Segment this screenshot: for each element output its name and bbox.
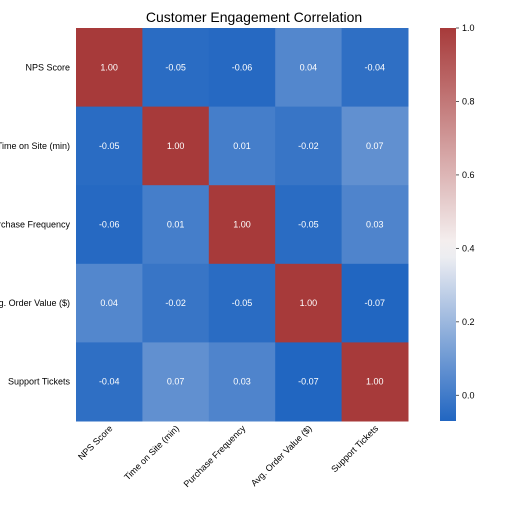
x-tick-label: Support Tickets xyxy=(329,423,380,474)
y-axis-tick-labels: NPS Score Time on Site (min) Purchase Freq… xyxy=(0,62,70,386)
heatmap-cell-labels: 1.00 -0.05 -0.06 0.04 -0.04 -0.05 1.00 0.01 -0.0… xyxy=(99,62,385,386)
colorbar-tick-label: 1.0 xyxy=(462,23,475,33)
heatmap-cell xyxy=(76,342,143,422)
cell-value-label: -0.02 xyxy=(165,298,186,308)
colorbar-tick-label: 0.6 xyxy=(462,170,475,180)
cell-value-label: -0.04 xyxy=(99,377,120,387)
colorbar-tick-label: 0.0 xyxy=(462,390,475,400)
heatmap-cell xyxy=(142,342,210,422)
heatmap-cell xyxy=(208,263,276,343)
cell-value-label: 1.00 xyxy=(233,220,251,230)
cell-value-label: 0.04 xyxy=(100,298,118,308)
y-tick-label: Purchase Frequency xyxy=(0,220,70,230)
x-tick-label: Avg. Order Value ($) xyxy=(249,423,314,488)
heatmap-cell xyxy=(208,28,276,108)
heatmap-cell xyxy=(275,342,343,422)
cell-value-label: -0.05 xyxy=(165,62,186,72)
heatmap-cell xyxy=(76,28,143,108)
cell-value-label: -0.04 xyxy=(365,62,386,72)
colorbar-tick-label: 0.2 xyxy=(462,317,475,327)
cell-value-label: 0.07 xyxy=(167,377,185,387)
heatmap-cell xyxy=(208,106,276,186)
x-tick-label: NPS Score xyxy=(76,423,115,462)
cell-value-label: 1.00 xyxy=(300,298,318,308)
heatmap-cell xyxy=(142,185,210,265)
y-tick-label: Avg. Order Value ($) xyxy=(0,298,70,308)
heatmap-cell xyxy=(275,185,343,265)
heatmap-cell xyxy=(76,106,143,186)
chart-title: Customer Engagement Correlation xyxy=(146,9,362,25)
cell-value-label: -0.06 xyxy=(232,62,253,72)
x-axis-tick-labels: NPS Score Time on Site (min) Purchase Freq… xyxy=(76,423,381,489)
cell-value-label: -0.02 xyxy=(298,141,319,151)
cell-value-label: 0.04 xyxy=(300,62,318,72)
heatmap-cell xyxy=(142,263,210,343)
heatmap-cell xyxy=(142,28,210,108)
cell-value-label: -0.07 xyxy=(298,377,319,387)
cell-value-label: -0.05 xyxy=(232,298,253,308)
cell-value-label: 0.01 xyxy=(167,220,185,230)
heatmap-cell xyxy=(341,342,409,422)
heatmap-cell xyxy=(76,185,143,265)
heatmap-cell xyxy=(275,106,343,186)
heatmap-cell xyxy=(275,263,343,343)
colorbar-gradient xyxy=(440,28,456,421)
heatmap-cell xyxy=(208,342,276,422)
y-tick-label: NPS Score xyxy=(25,62,70,72)
heatmap-cell xyxy=(208,185,276,265)
cell-value-label: 0.01 xyxy=(233,141,251,151)
colorbar-ticks: 0.0 0.2 0.4 0.6 0.8 1.0 xyxy=(456,23,475,400)
heatmap-cell xyxy=(76,263,143,343)
cell-value-label: 1.00 xyxy=(100,62,118,72)
x-tick-label: Purchase Frequency xyxy=(182,423,248,489)
colorbar-tick-label: 0.8 xyxy=(462,96,475,106)
cell-value-label: -0.06 xyxy=(99,220,120,230)
heatmap-cell xyxy=(341,185,409,265)
cell-value-label: -0.07 xyxy=(365,298,386,308)
heatmap-cell xyxy=(341,106,409,186)
y-tick-label: Time on Site (min) xyxy=(0,141,70,151)
cell-value-label: 0.03 xyxy=(366,220,384,230)
colorbar-tick-label: 0.4 xyxy=(462,243,475,253)
heatmap-cell xyxy=(341,263,409,343)
colorbar: 0.0 0.2 0.4 0.6 0.8 1.0 xyxy=(440,23,475,421)
heatmap-cell xyxy=(341,28,409,108)
heatmap-cell xyxy=(142,106,210,186)
heatmap-cell xyxy=(275,28,343,108)
heatmap-cells xyxy=(76,28,409,422)
cell-value-label: 0.07 xyxy=(366,141,384,151)
cell-value-label: 0.03 xyxy=(233,377,251,387)
cell-value-label: 1.00 xyxy=(366,377,384,387)
cell-value-label: -0.05 xyxy=(298,220,319,230)
cell-value-label: -0.05 xyxy=(99,141,120,151)
y-tick-label: Support Tickets xyxy=(8,377,71,387)
x-tick-label: Time on Site (min) xyxy=(122,423,181,482)
cell-value-label: 1.00 xyxy=(167,141,185,151)
